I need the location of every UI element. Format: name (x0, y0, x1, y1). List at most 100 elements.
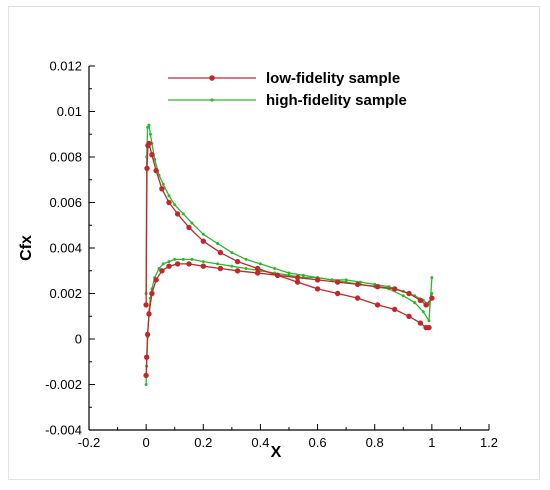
high-fidelity-point (201, 232, 205, 236)
high-fidelity-point (287, 271, 291, 275)
low-fidelity-point (217, 249, 224, 256)
low-fidelity-point (146, 311, 152, 317)
low-fidelity-point (200, 263, 206, 269)
x-tick-label: 0.4 (251, 435, 269, 450)
x-tick-label: 0.6 (309, 435, 327, 450)
y-tick-label: 0.012 (49, 59, 82, 74)
high-fidelity-point (421, 310, 425, 314)
low-fidelity-point (143, 302, 149, 308)
x-tick-label: 0 (143, 435, 150, 450)
high-fidelity-point (173, 257, 177, 261)
low-fidelity-point (417, 297, 424, 303)
low-fidelity-point (144, 165, 150, 172)
low-fidelity-point (392, 306, 398, 313)
low-fidelity-point (217, 265, 224, 272)
high-fidelity-point (167, 260, 171, 264)
low-fidelity-point (417, 320, 424, 326)
legend-label-high: high-fidelity sample (266, 92, 407, 109)
low-fidelity-point (274, 272, 281, 278)
low-fidelity-point (174, 211, 181, 217)
high-fidelity-point (146, 125, 150, 129)
high-fidelity-point (430, 292, 434, 295)
low-fidelity-point (186, 224, 192, 231)
high-fidelity-point (244, 257, 248, 261)
x-tick-label: 1.2 (480, 435, 498, 450)
high-fidelity-point (273, 267, 277, 270)
high-fidelity-point (147, 123, 151, 127)
x-tick-label: -0.2 (78, 435, 100, 450)
low-fidelity-point (200, 238, 206, 244)
low-fidelity-point (146, 140, 152, 147)
low-fidelity-point (334, 290, 341, 297)
low-fidelity-line-lower (145, 263, 433, 376)
low-fidelity-point (153, 277, 159, 283)
high-fidelity-point (330, 278, 334, 282)
high-fidelity-point (427, 319, 431, 323)
low-fidelity-point (159, 268, 165, 274)
y-tick-label: 0.01 (57, 104, 82, 119)
y-ticks: -0.004 -0.002 0 0.002 0.004 0.006 0.008 0.01 0.0… (45, 59, 95, 438)
high-fidelity-point (244, 267, 248, 270)
low-fidelity-point (406, 290, 412, 297)
low-fidelity-point (294, 279, 301, 285)
legend: low-fidelity sample high-fidelity sample (168, 70, 407, 109)
low-fidelity-point (374, 284, 381, 290)
low-fidelity-point (159, 186, 165, 192)
high-fidelity-point (216, 262, 220, 266)
low-fidelity-point (314, 277, 321, 283)
high-fidelity-point (301, 273, 305, 277)
x-axis-title: X (271, 444, 282, 461)
legend-label-low: low-fidelity sample (266, 70, 400, 87)
low-fidelity-point (166, 263, 172, 269)
high-fidelity-point (413, 301, 417, 305)
high-fidelity-point (230, 251, 234, 255)
low-fidelity-point (374, 302, 381, 308)
y-axis-title: Cfx (18, 235, 35, 261)
low-fidelity-point (234, 258, 241, 265)
low-fidelity-point (294, 274, 301, 281)
high-fidelity-point (190, 221, 194, 225)
low-fidelity-point (426, 324, 432, 331)
low-fidelity-point (166, 199, 172, 206)
legend-marker-high (210, 98, 214, 102)
high-fidelity-point (181, 212, 185, 216)
low-fidelity-point (254, 270, 261, 276)
high-fidelity-point (144, 383, 148, 386)
axes (88, 66, 489, 431)
low-fidelity-point (143, 372, 149, 379)
low-fidelity-point (186, 261, 192, 267)
y-tick-label: 0.004 (49, 241, 82, 256)
y-tick-label: -0.002 (45, 377, 82, 392)
low-fidelity-point (254, 265, 261, 272)
y-tick-label: 0.006 (49, 195, 82, 210)
low-fidelity-point (234, 268, 241, 274)
high-fidelity-point (190, 257, 194, 261)
low-fidelity-point (174, 261, 181, 267)
y-tick-label: 0 (75, 332, 82, 347)
low-fidelity-point (334, 279, 341, 285)
low-fidelity-point (406, 313, 412, 319)
low-fidelity-point (149, 290, 155, 297)
high-fidelity-point (173, 203, 177, 207)
high-fidelity-point (161, 182, 165, 186)
low-fidelity-line-upper (145, 142, 429, 329)
high-fidelity-point (161, 262, 165, 266)
low-fidelity-point (144, 331, 151, 338)
legend-marker-low (209, 75, 215, 81)
high-fidelity-point (230, 264, 234, 268)
low-fidelity-point (392, 286, 398, 292)
high-fidelity-point (201, 260, 205, 264)
low-fidelity-point (423, 302, 429, 308)
high-fidelity-point (344, 278, 348, 282)
low-fidelity-point (314, 286, 321, 292)
high-fidelity-line-upper (145, 124, 433, 322)
x-tick-label: 1 (428, 435, 435, 450)
low-fidelity-point (149, 152, 155, 158)
figure-frame (8, 6, 540, 480)
y-tick-label: 0.002 (49, 286, 82, 301)
high-fidelity-point (148, 132, 152, 136)
y-tick-label: 0.008 (49, 150, 82, 165)
series-layer (143, 123, 435, 386)
x-tick-label: 0.2 (194, 435, 212, 450)
